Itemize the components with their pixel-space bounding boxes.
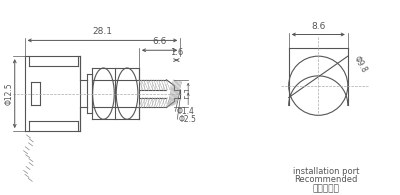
- Text: Φ12.5: Φ12.5: [4, 82, 13, 105]
- Text: Φ2.5: Φ2.5: [178, 115, 196, 124]
- Text: Φ1.4: Φ1.4: [176, 107, 194, 116]
- Text: 28.1: 28.1: [92, 27, 112, 36]
- Text: 推荐安装孔: 推荐安装孔: [313, 184, 340, 193]
- Text: Recommended: Recommended: [294, 176, 358, 184]
- Text: 6.6: 6.6: [152, 37, 167, 46]
- Text: Φ9.8: Φ9.8: [352, 54, 368, 74]
- Text: 8.6: 8.6: [311, 22, 326, 31]
- Text: installation port: installation port: [293, 167, 359, 176]
- Text: 1.6: 1.6: [170, 48, 183, 57]
